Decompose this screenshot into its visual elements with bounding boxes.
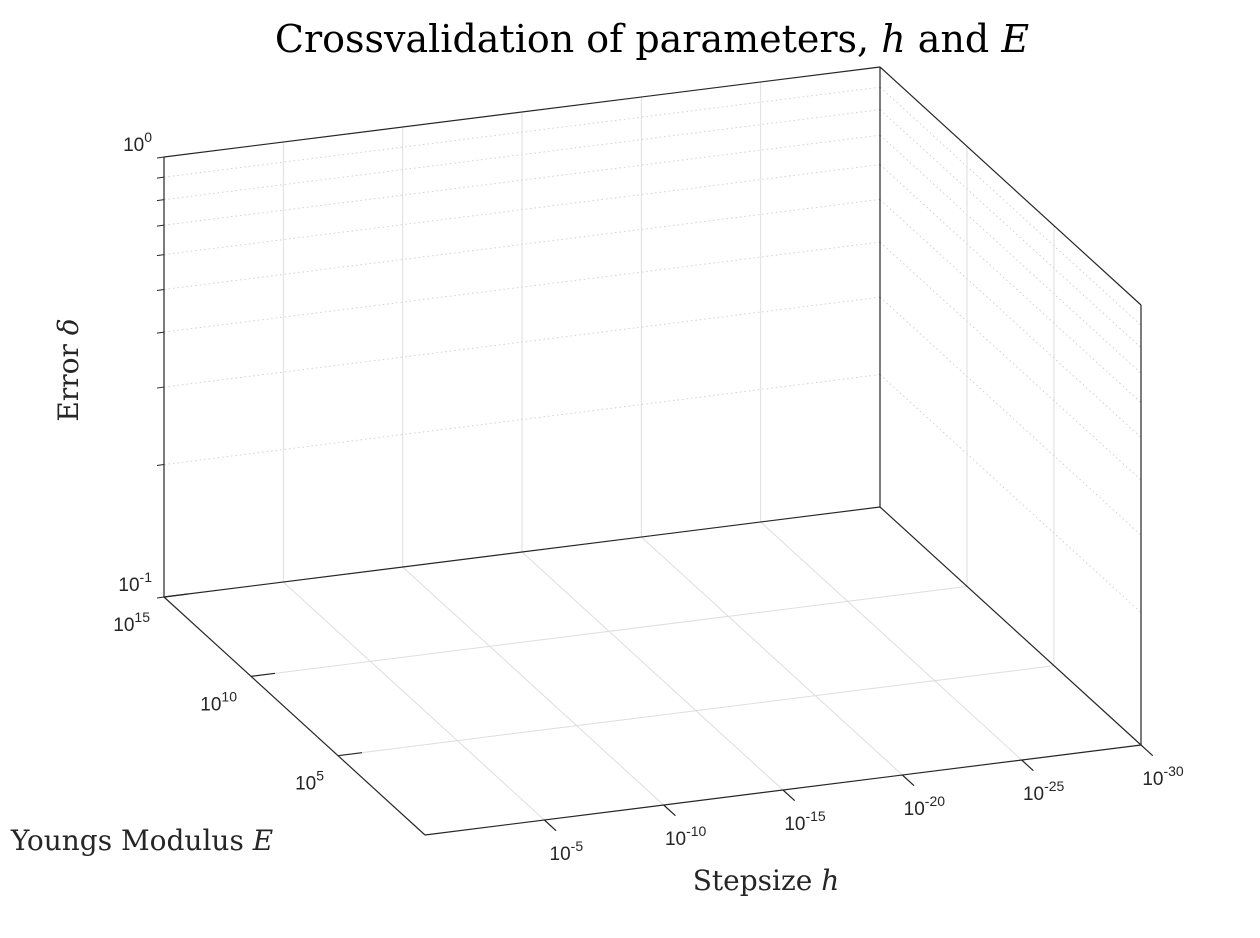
y-axis-label: Youngs Modulus E [10,824,273,857]
grid-line-x-floor [282,581,545,821]
x-tick-label: 10-15 [784,808,826,835]
minor-grid-z-side [879,241,1142,481]
floor-right-edge [879,506,1142,746]
minor-grid-z-back [163,374,881,466]
minor-grid-z-side [879,134,1142,374]
grid-line-x-floor [521,551,784,791]
x-tick-label: 10-30 [1142,763,1184,790]
y-tick-mark [250,672,276,677]
grid-layer [163,82,1142,821]
grid-line-y-floor [250,585,968,677]
x-tick-mark [782,789,796,802]
minor-grid-z-side [879,109,1142,349]
y-tick-label: 1010 [200,688,237,715]
x-tick-mark [1021,759,1034,772]
z-tick-label: 100 [123,129,152,156]
tick-labels: 10-5 10-10 10-15 10-20 10-25 10-30 105 1010 1015… [113,129,1184,865]
z-tick-mark [156,596,165,599]
minor-grid-z-back [163,134,881,226]
z-tick-mark [156,199,165,202]
x-tick-label: 10-5 [550,838,584,865]
minor-grid-z-side [879,199,1142,438]
grid-line-x-floor [402,566,665,806]
z-tick-label: 10-1 [118,569,152,596]
minor-grid-z-back [163,109,881,201]
x-tick-label: 10-10 [665,823,707,850]
tick-marks [156,156,1154,832]
minor-grid-z-side [879,374,1142,613]
z-tick-mark [156,254,165,257]
y-tick-label: 1015 [113,609,150,636]
grid-line-y-floor [337,665,1055,757]
y-axis-line [163,596,426,836]
z-tick-mark [156,288,165,291]
y-tick-mark [337,752,363,757]
side-top-edge [879,66,1142,306]
back-top-edge [163,66,881,158]
floor-back-edge [163,506,881,598]
z-axis-label: Error δ [52,318,85,421]
z-tick-mark [156,464,165,467]
grid-line-x-floor [760,521,1023,761]
z-tick-mark [156,331,165,334]
y-tick-label: 105 [295,768,324,795]
minor-grid-z-side [879,86,1142,326]
x-tick-label: 10-20 [904,793,946,820]
chart-title: Crossvalidation of parameters, h and E [275,17,1029,61]
z-tick-mark [156,156,165,159]
z-tick-mark [156,176,165,179]
minor-grid-z-back [163,198,881,290]
grid-line-x-floor [640,536,903,776]
x-axis-label: Stepsize h [693,864,840,897]
x-tick-mark [543,819,557,832]
x-tick-mark [663,804,676,817]
minor-grid-z-side [879,296,1142,536]
minor-grid-z-side [879,164,1142,403]
x-tick-mark [901,774,915,787]
axes-layer [163,66,1142,836]
y-tick-mark [163,593,189,598]
x-tick-mark [1140,744,1154,757]
minor-grid-z-back [163,241,881,333]
minor-grid-z-back [163,296,881,388]
x-tick-label: 10-25 [1023,778,1065,805]
z-tick-mark [156,224,165,227]
minor-grid-z-back [163,164,881,256]
minor-grid-z-back [163,86,881,178]
z-tick-mark [156,386,165,389]
